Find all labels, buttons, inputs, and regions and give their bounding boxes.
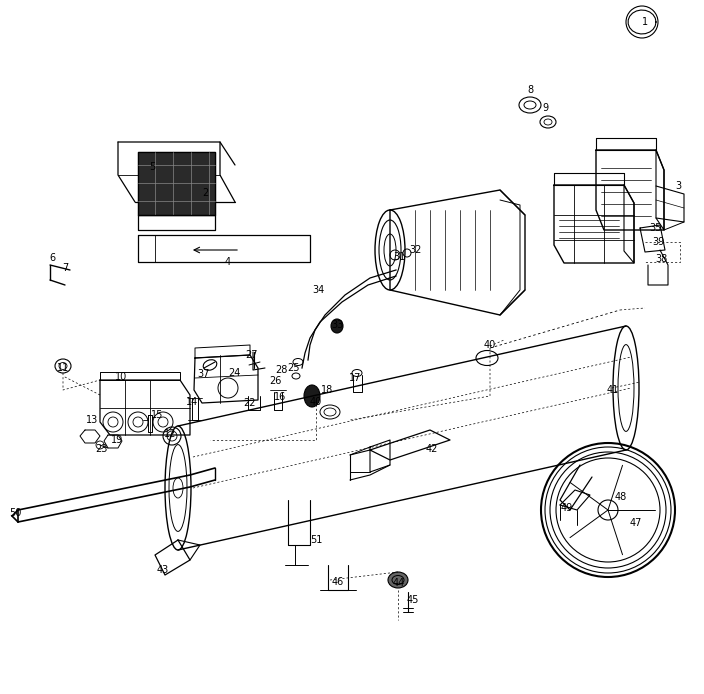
Text: 31: 31 [393,252,405,262]
Text: 3: 3 [675,181,681,191]
Text: 35: 35 [649,223,661,233]
Text: 27: 27 [246,350,258,360]
Text: 40: 40 [484,340,496,350]
Text: 1: 1 [642,17,648,27]
Text: 28: 28 [275,365,287,375]
Ellipse shape [388,572,408,588]
Text: 38: 38 [655,254,667,264]
Text: 7: 7 [62,263,68,273]
Text: 33: 33 [331,320,343,330]
Ellipse shape [331,319,343,333]
Text: 37: 37 [198,369,210,379]
Text: 34: 34 [312,285,324,295]
Text: 19: 19 [111,435,123,445]
Text: 22: 22 [243,398,256,408]
Text: 23: 23 [95,444,107,454]
Text: 42: 42 [426,444,438,454]
Text: 24: 24 [228,368,240,378]
Text: 16: 16 [274,392,286,402]
Text: 11: 11 [57,363,69,373]
Bar [138,152,215,215]
Text: 12: 12 [164,429,176,439]
Text: 51: 51 [310,535,322,545]
Text: 25: 25 [288,363,300,373]
Text: 14: 14 [186,397,198,407]
Text: 9: 9 [542,103,548,113]
Text: 46: 46 [332,577,344,587]
Text: 40: 40 [310,397,322,407]
Text: 26: 26 [269,376,281,386]
Text: 45: 45 [407,595,419,605]
Text: 18: 18 [321,385,333,395]
Text: 4: 4 [225,257,231,267]
Text: 6: 6 [49,253,55,263]
Text: 8: 8 [527,85,533,95]
Ellipse shape [304,385,320,407]
Text: 50: 50 [9,508,21,518]
Text: 10: 10 [115,372,127,382]
Text: 15: 15 [151,410,163,420]
Text: 47: 47 [630,518,642,528]
Text: 2: 2 [202,188,208,198]
Text: 5: 5 [149,162,155,172]
Text: 17: 17 [348,373,361,383]
Text: 41: 41 [607,385,619,395]
Text: 49: 49 [561,503,573,513]
Text: 13: 13 [86,415,98,425]
Text: 48: 48 [615,492,627,502]
Text: 43: 43 [157,565,169,575]
Text: 32: 32 [409,245,421,255]
Text: 39: 39 [652,237,664,247]
Text: 44: 44 [393,578,405,588]
